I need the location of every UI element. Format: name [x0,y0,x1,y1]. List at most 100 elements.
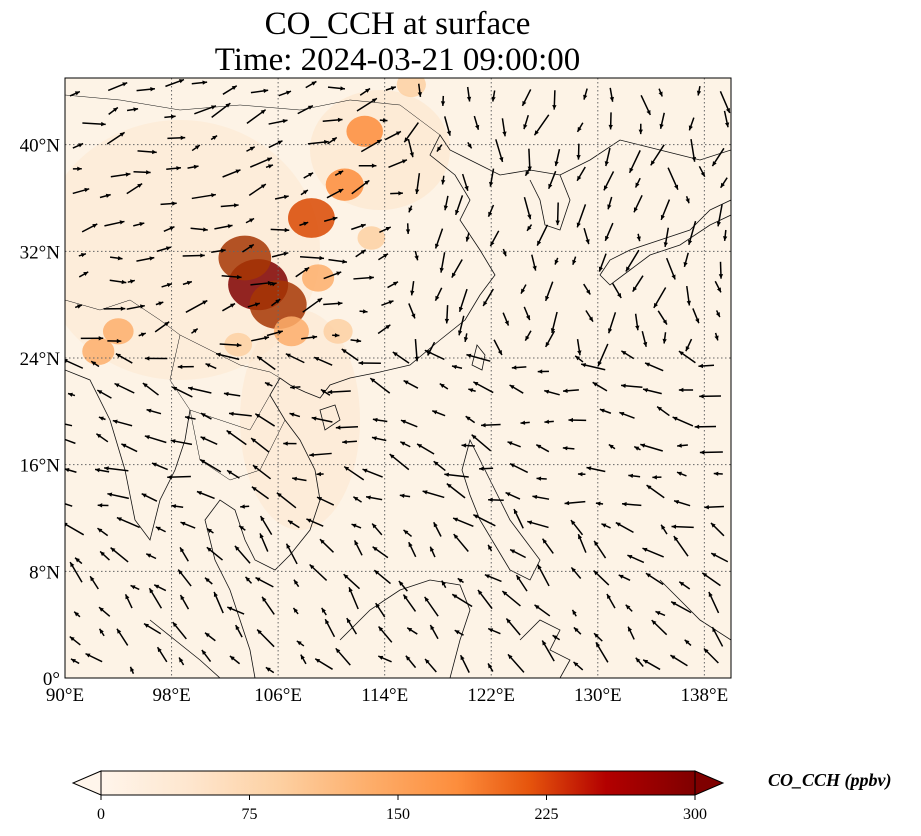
colorbar-tick-label: 225 [535,806,559,823]
wind-arrow [513,508,524,529]
concentration-hotspot [357,226,386,250]
wind-arrow [65,438,76,445]
wind-arrow [164,114,176,119]
map-frame [64,77,732,679]
wind-arrow [640,443,663,452]
colorbar-tick-label: 75 [242,806,258,823]
wind-arrow [322,117,343,123]
wind-arrow [641,331,648,347]
wind-arrow [248,183,267,197]
wind-arrow [141,492,158,502]
wind-arrow [69,635,81,646]
wind-arrow [652,475,662,480]
wind-arrow [323,301,343,306]
wind-arrow [69,90,81,97]
wind-arrow [251,486,269,500]
wind-arrow [327,136,338,145]
wind-arrow [359,87,371,96]
wind-arrow [537,564,550,587]
wind-arrow [244,576,253,584]
wind-arrow [536,224,549,246]
wind-arrow [482,288,494,307]
wind-arrow [524,330,532,342]
wind-arrow [544,389,560,396]
wind-arrow [326,188,344,199]
wind-arrow [541,538,554,554]
wind-arrow [215,352,240,361]
wind-arrow [611,282,622,299]
coastline-hainan [319,404,341,431]
wind-arrow [633,194,643,213]
wind-arrow [574,355,584,363]
wind-arrow [65,502,73,507]
wind-arrow [554,149,561,167]
wind-arrow [465,415,476,424]
lat-tick-label: 40°N [20,136,61,157]
wind-arrow [85,652,103,663]
colorbar-max-extend [694,770,725,796]
colorbar: 0 75 150 225 300 [71,770,725,823]
wind-arrow [488,168,495,187]
wind-arrow [634,313,640,331]
wind-arrow [107,338,122,344]
wind-arrow [527,520,549,529]
wind-arrow [509,548,526,559]
wind-arrow [407,138,414,158]
wind-arrow [99,550,110,561]
lat-tick-label: 32°N [20,242,61,263]
wind-arrow [585,310,594,323]
border-inner [189,409,286,481]
wind-arrow [178,657,185,666]
wind-arrow [656,406,670,417]
wind-arrow [65,359,84,369]
coastline-indochina [204,377,321,678]
wind-arrow [603,171,615,191]
wind-arrow [129,666,135,675]
wind-arrow [112,419,133,427]
wind-arrow [678,350,696,364]
wind-arrow [692,308,700,324]
wind-arrow [405,223,411,234]
wind-arrow [595,501,604,506]
wind-arrow [94,468,110,473]
wind-arrow [593,570,610,586]
wind-arrow [451,364,463,370]
wind-arrow [424,658,437,673]
map-title: CO_CCH at surface [264,6,531,42]
wind-arrow [385,86,397,91]
wind-arrow [194,105,217,115]
wind-arrow [265,164,274,169]
wind-arrow [479,466,494,471]
wind-arrow [365,495,383,501]
wind-arrow [350,338,362,343]
wind-arrow [114,382,135,394]
wind-arrow [351,179,370,195]
wind-arrow [97,503,109,508]
wind-arrow [441,175,446,185]
wind-arrow [444,305,450,324]
wind-arrow [662,332,667,344]
wind-arrow [571,609,577,617]
wind-arrow [375,602,386,618]
wind-arrow [710,522,725,537]
wind-arrow [297,104,314,115]
wind-arrow [433,521,442,537]
lat-tick-label: 24°N [20,349,61,370]
wind-arrow [627,626,635,640]
wind-arrow [570,566,582,579]
wind-arrow [495,139,504,163]
wind-arrow [487,663,494,672]
wind-arrow [220,203,239,208]
wind-arrow [348,586,359,610]
wind-arrow [295,266,310,278]
wind-arrow [265,666,275,674]
lon-tick-label: 130°E [574,685,622,706]
wind-arrow [223,391,241,397]
wind-arrow [625,604,633,612]
wind-arrow [642,547,664,558]
wind-arrow [673,535,689,557]
wind-arrow [461,173,469,191]
wind-arrow [378,626,393,643]
wind-arrow [259,515,273,535]
wind-arrow [146,408,162,415]
